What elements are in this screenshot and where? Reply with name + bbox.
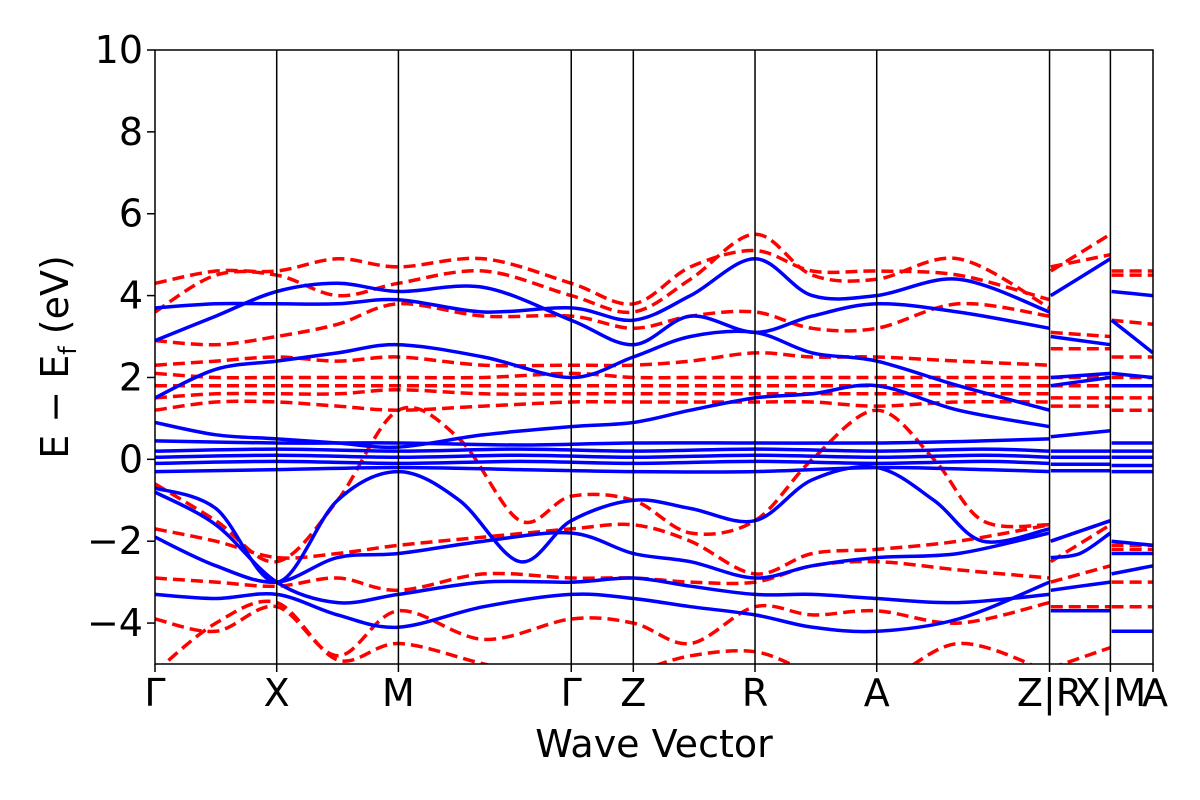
y-tick-label-0: −4 [87,601,143,645]
spin-up-band-9-1 [1050,375,1111,388]
y-axis-title-subscript: f [54,346,82,355]
spin-down-band-12-1 [1057,645,1111,664]
spin-up-band-1-1 [1050,531,1112,560]
spin-up-band-8-1 [1050,428,1111,439]
x-tick-label-9: A [1142,671,1168,715]
x-tick-label-6: A [864,671,890,715]
spin-down-band-11-0 [155,248,1050,306]
spin-down-band-12-0 [161,599,1035,664]
x-tick-label-2: M [382,671,415,715]
y-tick-label-3: 2 [119,355,143,399]
y-ticks-layer: −4 −2 0 2 4 6 8 10 [87,28,155,645]
spin-up-band-11-2 [1110,318,1153,355]
spin-down-band-0-1 [1049,523,1112,564]
spin-down-band-10-1 [1049,232,1112,273]
spin-up-band-7-0 [155,447,1050,453]
spin-down-band-9-0 [155,301,1050,347]
x-axis-title: Wave Vector [535,722,773,766]
spin-down-band-9-1 [1050,330,1111,339]
x-tick-label-8: X|M [1075,671,1147,716]
spin-up-band-5-0 [155,459,1050,466]
x-tick-label-4: Z [620,671,646,715]
spin-up-band-10-2 [1111,371,1153,380]
y-tick-label-1: −2 [87,519,143,563]
spin-down-band-2-0 [155,600,1050,658]
x-tick-label-3: Γ [561,671,582,715]
spin-up-band-12-2 [1111,289,1153,298]
spin-up-band-8-0 [155,437,1050,447]
y-tick-label-4: 4 [119,274,143,318]
x-tick-label-1: X [264,671,290,715]
y-tick-label-6: 8 [119,110,143,154]
y-axis-title-unit: (eV) [33,255,77,346]
spin-up-band-4-0 [155,465,1050,474]
kpoint-lines-layer [275,50,1112,664]
x-tick-label-7: Z|R [1017,671,1082,716]
y-axis-title: E − Ef (eV) [33,255,82,459]
spin-down-band-11-1 [1050,252,1111,269]
x-ticks-layer: Γ X M Γ Z R A Z|RX|MA [144,664,1168,716]
x-tick-label-0: Γ [144,671,165,715]
y-axis-title-main: E − E [33,355,77,459]
spin-up-band-6-0 [155,453,1050,460]
spin-down-band-1-1 [1050,564,1111,584]
spin-up-band-0-1 [1050,580,1111,593]
y-tick-label-7: 10 [95,28,143,72]
y-tick-label-5: 6 [119,192,143,236]
spin-up-band-3-1 [1050,519,1111,543]
spin-up-band-3-0 [155,464,1050,584]
spin-up-band-11-1 [1050,334,1111,347]
spin-down-band-3-0 [155,405,1050,564]
spin-up-band-0-2 [1111,564,1153,576]
spin-up-band-12-1 [1049,257,1112,298]
y-tick-label-2: 0 [119,437,143,481]
spin-up-band-10-1 [1050,371,1111,380]
spin-up-band-3-2 [1111,539,1153,548]
x-tick-label-5: R [742,671,768,715]
plot-frame [154,49,1154,665]
